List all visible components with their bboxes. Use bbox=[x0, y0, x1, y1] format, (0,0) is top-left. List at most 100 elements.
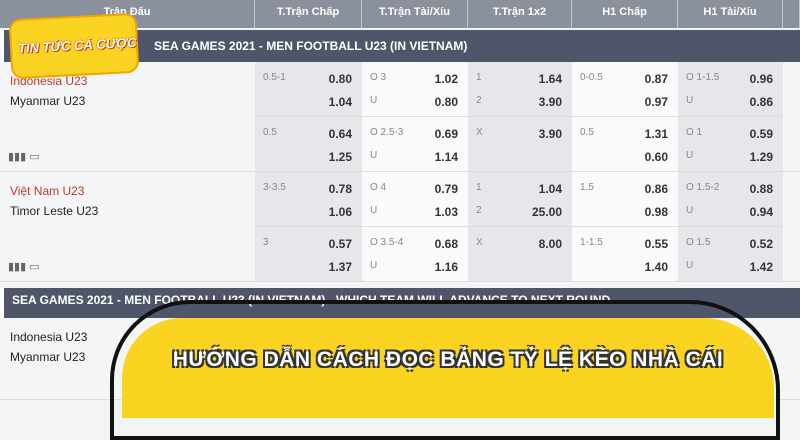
odds-value[interactable]: 0.97 bbox=[644, 95, 668, 109]
odds-value[interactable]: 3.90 bbox=[538, 127, 562, 141]
stats-icon[interactable]: ▮▮▮ ▭ bbox=[8, 261, 40, 273]
odds-line: 0.5 bbox=[580, 127, 594, 138]
odds-value[interactable]: 8.00 bbox=[538, 237, 562, 251]
odds-cell[interactable]: 3 0.57 1.37 bbox=[255, 227, 362, 282]
odds-line: O 2.5-3 bbox=[370, 127, 404, 138]
odds-value[interactable]: 1.06 bbox=[328, 205, 352, 219]
odds-cell[interactable]: X 3.90 bbox=[468, 117, 572, 172]
odds-line: U bbox=[686, 260, 694, 271]
odds-value[interactable]: 1.29 bbox=[749, 150, 773, 164]
odds-value[interactable]: 1.04 bbox=[328, 95, 352, 109]
odds-line: 0-0.5 bbox=[580, 72, 603, 83]
odds-value[interactable]: 0.68 bbox=[434, 237, 458, 251]
odds-value[interactable]: 0.59 bbox=[749, 127, 773, 141]
odds-value[interactable]: 1.42 bbox=[749, 260, 773, 274]
odds-line: U bbox=[686, 205, 694, 216]
odds-value[interactable]: 0.57 bbox=[328, 237, 352, 251]
odds-value[interactable]: 1.03 bbox=[434, 205, 458, 219]
column-header: T.Trận Chấp bbox=[255, 0, 362, 28]
odds-cell[interactable]: O 1 0.59 U 1.29 bbox=[678, 117, 783, 172]
logo-text: TIN TỨC CÁ CƯỢC bbox=[17, 34, 137, 56]
odds-cell[interactable]: O 2.5-3 0.69 U 1.14 bbox=[362, 117, 468, 172]
odds-value[interactable]: 0.79 bbox=[434, 182, 458, 196]
odds-value[interactable]: 0.69 bbox=[434, 127, 458, 141]
odds-line: O 1-1.5 bbox=[686, 72, 720, 83]
odds-value[interactable]: 0.87 bbox=[644, 72, 668, 86]
column-header: H1 Chấp bbox=[572, 0, 678, 28]
odds-value[interactable]: 0.78 bbox=[328, 182, 352, 196]
odds-value[interactable]: 1.25 bbox=[328, 150, 352, 164]
column-header: T.Trận 1x2 bbox=[468, 0, 572, 28]
away-team: Timor Leste U23 bbox=[10, 204, 99, 218]
odds-line: U bbox=[370, 260, 378, 271]
odds-value[interactable]: 3.90 bbox=[538, 95, 562, 109]
odds-value[interactable]: 0.94 bbox=[749, 205, 773, 219]
odds-value[interactable]: 1.64 bbox=[538, 72, 562, 86]
banner-title: HƯỚNG DẪN CÁCH ĐỌC BẢNG TỶ LỆ KÈO NHÀ CÁ… bbox=[172, 348, 724, 371]
odds-line: 0.5 bbox=[263, 127, 277, 138]
banner: HƯỚNG DẪN CÁCH ĐỌC BẢNG TỶ LỆ KÈO NHÀ CÁ… bbox=[122, 318, 774, 418]
odds-value[interactable]: 1.16 bbox=[434, 260, 458, 274]
odds-value[interactable]: 1.04 bbox=[538, 182, 562, 196]
odds-line: 0.5-1 bbox=[263, 72, 286, 83]
odds-cell[interactable]: X 8.00 bbox=[468, 227, 572, 282]
odds-cell[interactable]: O 3.5-4 0.68 U 1.16 bbox=[362, 227, 468, 282]
odds-value[interactable]: 0.55 bbox=[644, 237, 668, 251]
odds-value[interactable]: 0.64 bbox=[328, 127, 352, 141]
odds-line: O 3.5-4 bbox=[370, 237, 404, 248]
odds-line: O 4 bbox=[370, 182, 387, 193]
odds-value[interactable]: 0.86 bbox=[644, 182, 668, 196]
odds-cell[interactable]: 1 1.04 2 25.00 bbox=[468, 172, 572, 227]
odds-line: 3-3.5 bbox=[263, 182, 286, 193]
odds-line: U bbox=[686, 95, 694, 106]
odds-line: 2 bbox=[476, 205, 482, 216]
odds-cell[interactable]: 1 1.64 2 3.90 bbox=[468, 62, 572, 117]
odds-line: 1.5 bbox=[580, 182, 594, 193]
odds-line: O 1.5 bbox=[686, 237, 711, 248]
odds-cell[interactable]: 0-0.5 0.87 0.97 bbox=[572, 62, 678, 117]
away-team: Myanmar U23 bbox=[10, 94, 86, 108]
odds-value[interactable]: 0.52 bbox=[749, 237, 773, 251]
odds-line: 2 bbox=[476, 95, 482, 106]
logo: TIN TỨC CÁ CƯỢC bbox=[8, 12, 140, 80]
odds-line: O 1 bbox=[686, 127, 703, 138]
odds-line: 1 bbox=[476, 182, 482, 193]
odds-cell[interactable]: 0.5 0.64 1.25 bbox=[255, 117, 362, 172]
odds-value[interactable]: 1.02 bbox=[434, 72, 458, 86]
odds-cell[interactable]: O 1.5 0.52 U 1.42 bbox=[678, 227, 783, 282]
odds-value[interactable]: 0.96 bbox=[749, 72, 773, 86]
odds-value[interactable]: 25.00 bbox=[531, 205, 562, 219]
stats-icon[interactable]: ▮▮▮ ▭ bbox=[8, 151, 40, 163]
away-team: Myanmar U23 bbox=[10, 350, 86, 364]
odds-line: U bbox=[370, 205, 378, 216]
column-header: T.Trận Tài/Xíu bbox=[362, 0, 468, 28]
column-header bbox=[783, 0, 800, 28]
odds-value[interactable]: 1.14 bbox=[434, 150, 458, 164]
odds-line: U bbox=[686, 150, 694, 161]
odds-line: O 3 bbox=[370, 72, 387, 83]
odds-cell[interactable]: 1.5 0.86 0.98 bbox=[572, 172, 678, 227]
odds-cell[interactable]: 0.5 1.31 0.60 bbox=[572, 117, 678, 172]
home-team: Việt Nam U23 bbox=[10, 184, 85, 198]
odds-cell[interactable]: O 1-1.5 0.96 U 0.86 bbox=[678, 62, 783, 117]
odds-line: O 1.5-2 bbox=[686, 182, 720, 193]
odds-value[interactable]: 1.40 bbox=[644, 260, 668, 274]
odds-cell[interactable]: 0.5-1 0.80 1.04 bbox=[255, 62, 362, 117]
match-row[interactable]: Indonesia U23 Myanmar U23 ▮▮▮ ▭ 0.5-1 0.… bbox=[0, 62, 800, 172]
odds-value[interactable]: 0.86 bbox=[749, 95, 773, 109]
odds-cell[interactable]: O 1.5-2 0.88 U 0.94 bbox=[678, 172, 783, 227]
match-row[interactable]: Việt Nam U23 Timor Leste U23 ▮▮▮ ▭ 3-3.5… bbox=[0, 172, 800, 282]
odds-line: X bbox=[476, 237, 483, 248]
odds-value[interactable]: 0.80 bbox=[328, 72, 352, 86]
odds-value[interactable]: 0.60 bbox=[644, 150, 668, 164]
odds-value[interactable]: 1.37 bbox=[328, 260, 352, 274]
odds-value[interactable]: 0.88 bbox=[749, 182, 773, 196]
odds-value[interactable]: 1.31 bbox=[644, 127, 668, 141]
odds-line: U bbox=[370, 150, 378, 161]
odds-cell[interactable]: 3-3.5 0.78 1.06 bbox=[255, 172, 362, 227]
odds-cell[interactable]: O 4 0.79 U 1.03 bbox=[362, 172, 468, 227]
odds-cell[interactable]: 1-1.5 0.55 1.40 bbox=[572, 227, 678, 282]
odds-value[interactable]: 0.80 bbox=[434, 95, 458, 109]
odds-cell[interactable]: O 3 1.02 U 0.80 bbox=[362, 62, 468, 117]
odds-value[interactable]: 0.98 bbox=[644, 205, 668, 219]
